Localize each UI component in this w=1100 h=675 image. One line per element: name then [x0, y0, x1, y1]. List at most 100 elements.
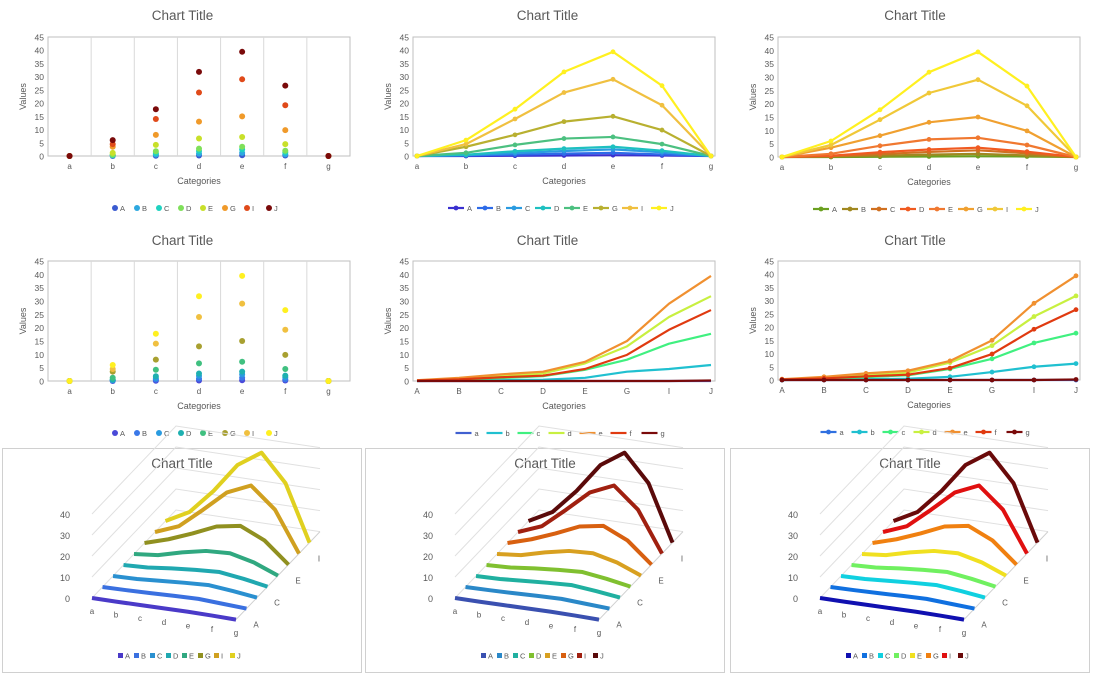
- series-line-c: [781, 332, 1077, 381]
- data-point-G: [152, 131, 159, 138]
- legend-item-d: d: [913, 428, 937, 437]
- legend-marker: [857, 429, 862, 435]
- y-tick-label: 25: [400, 85, 410, 95]
- data-point-G: [282, 351, 289, 358]
- x-tick-label: I: [668, 387, 670, 396]
- grid-line: [91, 488, 321, 578]
- legend-item-B: B: [842, 205, 866, 214]
- depth-tick-label: C: [1002, 599, 1008, 608]
- x-axis-label: Categories: [542, 401, 586, 411]
- data-point-g: [905, 377, 911, 383]
- series-line-g: [417, 379, 712, 383]
- data-point-J: [463, 137, 469, 143]
- x-tick-label: f: [284, 162, 287, 171]
- x-tick-label: b: [114, 611, 119, 620]
- depth-tick-label: E: [295, 577, 300, 586]
- data-point-c: [989, 356, 995, 362]
- chart-panel-0: Chart Title 0 5 10 15 20 25 30 35 40 45 a b c d e f g Cate…: [18, 8, 351, 213]
- series-line-f: [416, 309, 712, 382]
- legend-label: I: [252, 429, 254, 438]
- data-point-J: [877, 107, 883, 113]
- depth-tick-label: E: [658, 577, 663, 586]
- legend-item-E: E: [200, 204, 213, 213]
- x-axis-label: Categories: [177, 176, 221, 186]
- legend-item-I: I: [942, 652, 951, 661]
- series-line-e: [781, 274, 1077, 381]
- chart-panel-7: Chart Title 0 10 20 30 40 a b c d e f g A C E I A B C D E G I J: [365, 425, 725, 673]
- chart-title: Chart Title: [151, 456, 213, 471]
- legend-marker: [963, 206, 969, 212]
- legend-item-C: C: [513, 652, 526, 661]
- legend-label: A: [120, 204, 125, 213]
- data-point-G: [610, 113, 616, 119]
- x-tick-label: d: [927, 163, 931, 172]
- grid-line: [454, 425, 684, 515]
- grid-line: [819, 446, 1049, 536]
- data-point-J: [926, 69, 932, 75]
- legend-label: E: [208, 429, 213, 438]
- legend-label: B: [869, 652, 874, 661]
- y-tick-label: 0: [404, 152, 409, 162]
- legend-item-B: B: [134, 204, 147, 213]
- series-ribbon-E: [133, 548, 279, 578]
- series-line-g: [782, 378, 1077, 382]
- series-ribbon-A: [454, 596, 600, 622]
- legend-label: E: [583, 204, 588, 213]
- series-line-f: [781, 308, 1077, 381]
- y-tick-label: 5: [39, 138, 44, 148]
- y-tick-label: 10: [423, 573, 433, 583]
- legend-label: G: [230, 204, 236, 213]
- x-tick-label: f: [1026, 163, 1029, 172]
- data-point-J: [1073, 154, 1079, 160]
- data-point-D: [282, 147, 289, 154]
- legend-label: C: [520, 652, 526, 661]
- y-tick-label: 30: [35, 297, 45, 307]
- legend-marker: [266, 430, 272, 436]
- legend-label: B: [496, 204, 501, 213]
- y-tick-label: 45: [35, 257, 45, 267]
- legend-label: I: [584, 652, 586, 661]
- y-tick-label: 20: [400, 99, 410, 109]
- series-ribbon-J: [164, 450, 312, 544]
- data-point-J: [66, 153, 73, 159]
- legend-label: a: [840, 428, 845, 437]
- chart-panel-5: Chart Title 0 5 10 15 20 25 30 35 40 45 A B C D E G I J Cat…: [748, 233, 1081, 437]
- x-tick-label: c: [154, 387, 158, 396]
- y-axis-label: Values: [383, 307, 393, 334]
- x-tick-label: a: [818, 607, 823, 616]
- depth-tick-label: A: [981, 621, 987, 630]
- chart-title: Chart Title: [517, 233, 579, 248]
- legend-label: E: [948, 205, 953, 214]
- y-tick-label: 15: [35, 112, 45, 122]
- y-tick-label: 35: [35, 283, 45, 293]
- legend-item-b: b: [851, 428, 875, 437]
- y-tick-label: 10: [35, 350, 45, 360]
- chart-panel-8: Chart Title 0 10 20 30 40 a b c d e f g A C E I A B C D E G I J: [730, 425, 1090, 673]
- x-tick-label: J: [1074, 386, 1078, 395]
- chart-title: Chart Title: [517, 8, 579, 23]
- data-point-g: [947, 377, 953, 383]
- legend-swatch: [118, 653, 123, 658]
- data-point-J: [196, 68, 202, 75]
- x-tick-label: b: [842, 611, 847, 620]
- y-tick-label: 20: [765, 99, 775, 109]
- legend-item-d: d: [548, 429, 572, 438]
- x-axis-label: Categories: [177, 401, 221, 411]
- series-ribbon-C: [840, 574, 986, 600]
- legend-label: A: [467, 204, 472, 213]
- data-point-E: [282, 141, 289, 148]
- series-ribbon-E: [861, 548, 1007, 578]
- legend-item-B: B: [134, 652, 146, 661]
- x-tick-label: f: [574, 625, 577, 634]
- data-point-G: [561, 119, 567, 125]
- legend-marker: [134, 205, 140, 211]
- y-axis-label: Values: [383, 83, 393, 110]
- data-point-E: [239, 358, 246, 365]
- y-tick-label: 35: [400, 59, 410, 69]
- data-point-J: [325, 153, 332, 159]
- plot-area: [777, 260, 1081, 381]
- data-point-f: [863, 373, 869, 379]
- legend-marker: [222, 205, 228, 211]
- data-point-J: [659, 83, 665, 89]
- depth-tick-label: I: [1046, 555, 1048, 564]
